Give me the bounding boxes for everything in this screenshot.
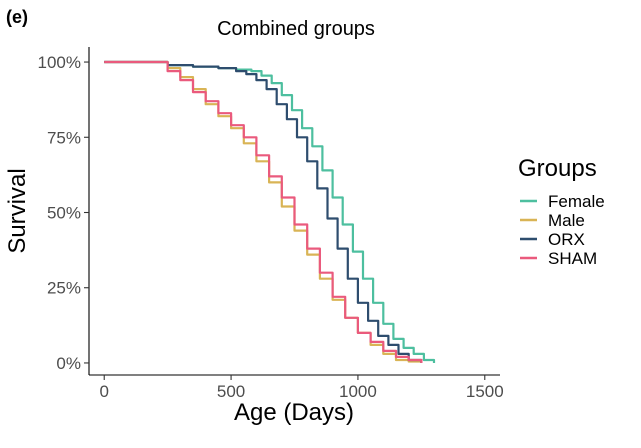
- legend-label-female: Female: [548, 192, 605, 211]
- x-tick-label: 1000: [339, 382, 377, 401]
- x-tick-label: 0: [99, 382, 108, 401]
- x-axis-ticks: 0 500 1000 1500: [99, 375, 504, 401]
- series-line-orx: [104, 60, 423, 363]
- x-tick-label: 1500: [466, 382, 504, 401]
- y-tick-label: 50%: [47, 204, 81, 223]
- legend-title: Groups: [518, 155, 597, 182]
- series-layer: [104, 60, 436, 363]
- x-axis-title: Age (Days): [234, 399, 354, 426]
- legend-label-orx: ORX: [548, 230, 585, 249]
- series-line-male: [104, 60, 423, 363]
- x-tick-label: 500: [217, 382, 245, 401]
- y-tick-label: 25%: [47, 279, 81, 298]
- legend-label-sham: SHAM: [548, 249, 597, 268]
- series-line-sham: [104, 60, 423, 363]
- chart-title: Combined groups: [217, 18, 375, 40]
- y-tick-label: 100%: [38, 53, 81, 72]
- y-tick-label: 0%: [56, 354, 81, 373]
- panel-label: (e): [6, 7, 28, 27]
- y-tick-label: 75%: [47, 128, 81, 147]
- y-axis-ticks: 0% 25% 50% 75% 100%: [38, 53, 89, 373]
- y-axis-title: Survival: [4, 168, 31, 253]
- legend-label-male: Male: [548, 211, 585, 230]
- series-line-female: [104, 60, 436, 363]
